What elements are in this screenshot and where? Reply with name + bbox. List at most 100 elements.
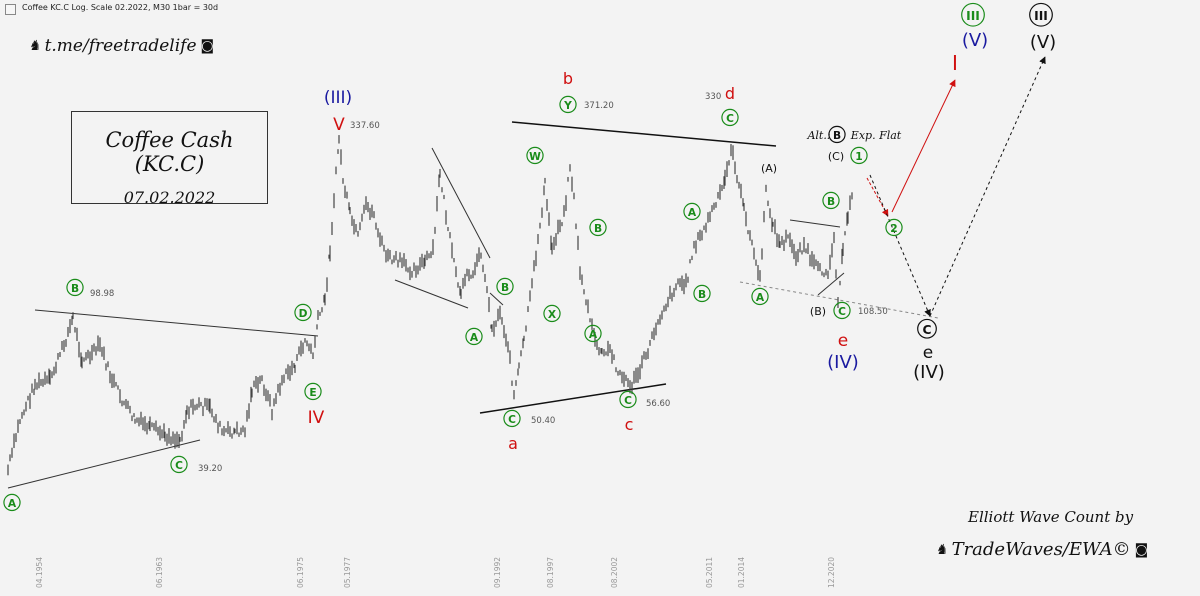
- price-label: 50.40: [531, 416, 555, 426]
- channel-handle: ♞ t.me/freetradelife ◙: [28, 36, 214, 56]
- svg-text:A: A: [589, 328, 598, 341]
- svg-text:W: W: [529, 150, 541, 163]
- wave-label-circled: X: [543, 304, 561, 323]
- wave-label-circled: III: [961, 2, 985, 27]
- wave-label-circled: C: [619, 390, 637, 409]
- wave-label-circled: A: [683, 202, 701, 221]
- wave-label-circled: E: [304, 382, 322, 401]
- wave-labels: 98.98 39.20 337.60 371.20 330 50.40 56.60 108.5…: [3, 2, 1056, 512]
- svg-text:X: X: [548, 308, 556, 321]
- svg-text:A: A: [470, 331, 479, 344]
- x-tick-label: 06.1975: [296, 557, 305, 588]
- wave-label-circled: A: [3, 493, 21, 512]
- wave-label-circled: Y: [559, 95, 577, 114]
- svg-text:(V): (V): [1030, 32, 1056, 53]
- handle-text: t.me/freetradelife: [44, 36, 197, 56]
- telegram-icon: ◙: [200, 38, 215, 54]
- arrow-wave-V: [929, 56, 1046, 317]
- wave-label: (IV): [913, 362, 945, 383]
- svg-text:Y: Y: [563, 99, 572, 112]
- trendline: [479, 383, 667, 414]
- svg-text:b: b: [563, 69, 573, 88]
- price-label: 330: [705, 92, 721, 102]
- window-icon: [5, 4, 16, 15]
- price-label: 56.60: [646, 399, 670, 409]
- svg-text:e: e: [838, 331, 848, 351]
- svg-text:(IV): (IV): [913, 362, 945, 383]
- wave-label: (C): [828, 150, 844, 163]
- credit-author: TradeWaves/EWA©: [951, 539, 1131, 560]
- wave-label: (V): [962, 30, 988, 51]
- svg-text:E: E: [309, 386, 316, 399]
- svg-text:(C): (C): [828, 150, 844, 163]
- svg-text:d: d: [725, 84, 735, 103]
- credit-line-2: ♞ TradeWaves/EWA© ◙: [935, 539, 1148, 560]
- chart-header: Coffee KC.C Log. Scale 02.2022, M30 1bar…: [22, 3, 219, 12]
- trendline: [511, 121, 777, 147]
- x-tick-label: 09.1992: [493, 557, 502, 588]
- wave-label-circled: C: [503, 409, 521, 428]
- wave-label: e: [923, 343, 933, 363]
- svg-text:B: B: [594, 222, 602, 235]
- wave-label-circled: W: [526, 146, 544, 165]
- price-label: 337.60: [350, 121, 380, 131]
- arrow-wave-C: [869, 174, 931, 317]
- price-label: 371.20: [584, 101, 614, 111]
- svg-text:C: C: [838, 305, 846, 318]
- wave-label: (III): [324, 88, 352, 108]
- wave-label-circled: B: [589, 218, 607, 237]
- svg-text:(V): (V): [962, 30, 988, 51]
- trendlines: [7, 121, 939, 489]
- wave-label: IV: [308, 408, 325, 428]
- svg-text:c: c: [625, 415, 634, 434]
- svg-text:A: A: [756, 291, 765, 304]
- x-tick-label: 05.1977: [343, 557, 352, 588]
- x-tick-label: 12.2020: [827, 557, 836, 588]
- wave-label: Alt.:: [806, 129, 830, 142]
- trendline: [817, 272, 845, 296]
- wave-label-circled: B: [66, 278, 84, 297]
- wave-label: c: [625, 415, 634, 434]
- credit-line-1: Elliott Wave Count by: [968, 508, 1134, 526]
- svg-text:B: B: [833, 129, 841, 142]
- wave-label-circled: B: [693, 284, 711, 303]
- price-label: 108.50: [858, 307, 888, 317]
- trendline: [7, 439, 201, 489]
- wave-label-circled: B: [822, 191, 840, 210]
- trendline: [34, 309, 319, 337]
- wave-label: d: [725, 84, 735, 103]
- telegram-icon: ◙: [1134, 541, 1149, 558]
- projection-arrows: [866, 56, 1046, 317]
- wave-label: e: [838, 331, 848, 351]
- svg-text:(A): (A): [761, 162, 777, 175]
- wave-label: I: [952, 51, 958, 75]
- svg-text:2: 2: [890, 222, 897, 235]
- svg-text:Exp. Flat: Exp. Flat: [850, 129, 902, 142]
- svg-text:B: B: [827, 195, 835, 208]
- svg-text:C: C: [508, 413, 516, 426]
- svg-text:C: C: [175, 459, 183, 472]
- wave-label-circled: C: [833, 301, 851, 320]
- svg-text:D: D: [299, 307, 308, 320]
- trendline: [489, 292, 504, 306]
- x-tick-label: 06.1963: [155, 557, 164, 588]
- svg-text:A: A: [688, 206, 697, 219]
- x-tick-label: 04.1954: [35, 557, 44, 588]
- wave-label: (A): [761, 162, 777, 175]
- price-label: 98.98: [90, 289, 114, 299]
- wave-label-circled: D: [294, 303, 312, 322]
- svg-text:C: C: [726, 112, 734, 125]
- x-tick-label: 05.2011: [705, 557, 714, 588]
- svg-text:B: B: [71, 282, 79, 295]
- wave-label-circled: 1: [850, 146, 868, 165]
- wave-label-circled: C: [170, 455, 188, 474]
- wave-label: a: [508, 434, 518, 453]
- x-tick-label: 08.1997: [546, 557, 555, 588]
- bull-icon: ♞: [28, 38, 41, 54]
- wave-label-circled: C: [721, 108, 739, 127]
- wave-label-circled: C: [917, 318, 937, 339]
- x-axis: 04.1954 06.1963 06.1975 05.1977 09.1992 08.19…: [35, 557, 836, 588]
- x-tick-label: 01.2014: [737, 557, 746, 588]
